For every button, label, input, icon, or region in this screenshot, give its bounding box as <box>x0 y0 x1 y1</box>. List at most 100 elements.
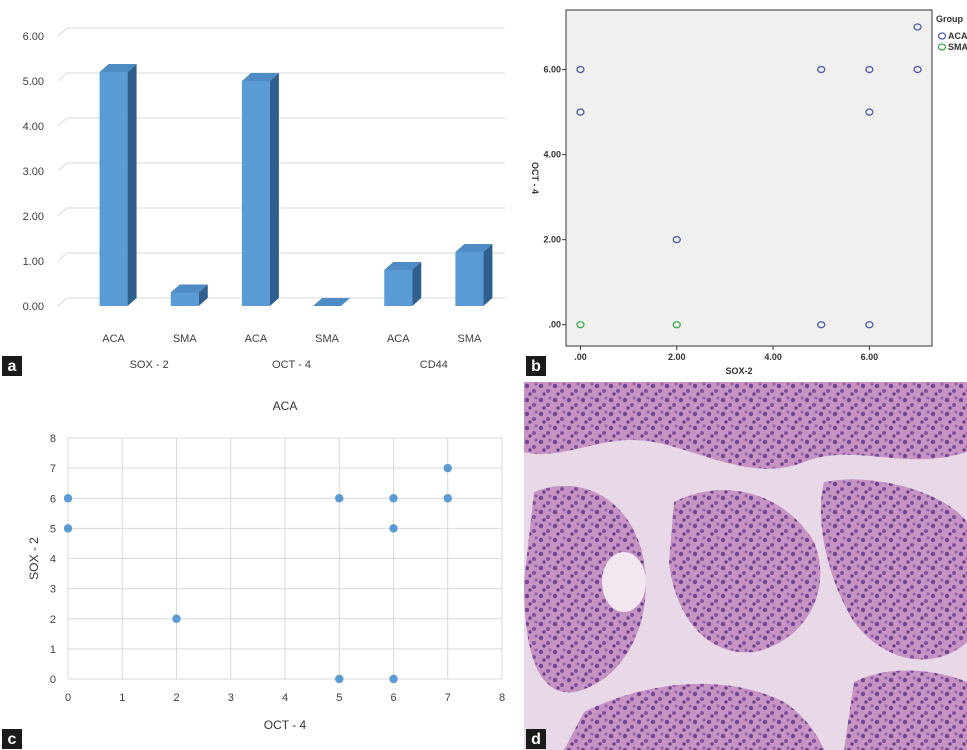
y-tick-label: 4.00 <box>543 150 561 160</box>
scatter-chart-c: 0 1 2 3 4 5 6 7 8 0 1 2 3 4 5 6 7 8 ACA OCT - 4 SOX - 2 c <box>2 399 505 749</box>
scatter-point-aca <box>913 65 922 74</box>
scatter-chart-b: .00 .00 2.00 2.00 4.00 4.00 6.00 6.00 SOX-2 OCT -… <box>524 0 967 380</box>
panel-label: a <box>8 358 17 375</box>
bar-front <box>241 81 270 306</box>
scatter-point <box>172 614 181 623</box>
panel-label-box <box>526 356 546 376</box>
bar-front <box>384 270 413 306</box>
y-tick-label: 0.00 <box>23 301 44 313</box>
x-group-label: CD44 <box>420 359 448 371</box>
y-tick-label: 8 <box>50 433 56 445</box>
scatter-point-aca <box>817 321 826 329</box>
scatter-point <box>63 524 73 533</box>
x-category-label: ACA <box>102 333 125 345</box>
x-group-label: SOX - 2 <box>130 359 169 371</box>
bar-top <box>99 64 137 72</box>
x-tick-label: 3 <box>228 692 234 704</box>
x-category-label: SMA <box>457 333 482 345</box>
y-tick-label: 2.00 <box>543 235 561 245</box>
panel-label: d <box>531 731 541 748</box>
scatter-point <box>389 524 398 533</box>
scatter-point-aca <box>817 65 826 74</box>
y-tick-label: 5 <box>50 523 56 535</box>
legend-marker-sma <box>937 43 947 51</box>
y-tick-label: 3.00 <box>23 166 44 178</box>
gridline-diagonal <box>57 117 68 127</box>
bar-front <box>99 72 128 306</box>
x-tick-label: 4.00 <box>764 352 782 362</box>
y-tick-label: 6.00 <box>23 31 44 43</box>
gridline-diagonal <box>57 252 68 262</box>
scatter-point-aca <box>576 108 585 116</box>
gridline-diagonal <box>57 72 68 82</box>
scatter-point-aca <box>672 236 681 244</box>
x-tick-label: 8 <box>499 692 505 704</box>
panel-d: d <box>524 382 967 750</box>
scatter-point-aca <box>865 321 874 329</box>
panel-label: c <box>8 731 17 748</box>
legend-marker-aca <box>937 32 947 40</box>
panel-label-box <box>2 356 22 376</box>
scatter-point-sma <box>576 321 585 329</box>
legend-label: ACA <box>948 31 967 41</box>
y-tick-label: 0 <box>50 674 56 686</box>
histology-image: d <box>524 382 967 750</box>
scatter-point <box>389 674 398 684</box>
bar-side <box>412 262 422 306</box>
x-category-label: SMA <box>315 333 340 345</box>
x-tick-label: 0 <box>65 692 71 704</box>
x-tick-label: 5 <box>336 692 342 704</box>
scatter-point <box>443 494 452 503</box>
epithelial-nest <box>669 490 821 653</box>
bar-top <box>455 244 493 252</box>
scatter-point-aca <box>865 65 874 74</box>
x-axis-label: SOX-2 <box>725 366 752 376</box>
x-tick-label: 4 <box>282 692 288 704</box>
panel-b: .00 .00 2.00 2.00 4.00 4.00 6.00 6.00 SOX-2 OCT -… <box>524 0 967 380</box>
bar-front <box>170 292 199 306</box>
bar-chart-a: 0.00 1.00 2.00 3.00 4.00 5.00 6.00 ACA SMA ACA SMA… <box>2 27 505 376</box>
panel-label-box <box>526 729 546 749</box>
bar-top <box>241 73 279 81</box>
x-category-label: ACA <box>387 333 410 345</box>
y-axis-label: OCT - 4 <box>530 162 540 194</box>
scatter-point-aca <box>576 65 585 74</box>
y-tick-label: 3 <box>50 584 56 596</box>
scatter-point <box>443 463 452 473</box>
gridline-diagonal <box>57 297 68 307</box>
scatter-point <box>335 674 344 684</box>
bar-side <box>483 244 493 306</box>
chart-title: ACA <box>273 399 298 413</box>
bar-top <box>170 284 208 293</box>
epithelial-nest <box>820 479 967 660</box>
y-tick-label: 2.00 <box>23 211 44 223</box>
x-tick-label: 6.00 <box>861 352 879 362</box>
scatter-point-sma <box>672 321 681 329</box>
panel-label-box <box>2 729 22 749</box>
scatter-point-aca <box>913 23 922 31</box>
y-tick-label: 7 <box>50 463 56 475</box>
gridline-diagonal <box>57 162 68 172</box>
legend-title: Group <box>936 14 963 24</box>
y-tick-label: 2 <box>50 614 56 626</box>
y-tick-label: 6.00 <box>543 65 561 75</box>
x-tick-label: 7 <box>445 692 451 704</box>
x-tick-label: .00 <box>574 352 587 362</box>
bar-side <box>269 73 279 306</box>
bar-top <box>384 262 422 270</box>
panel-label: b <box>531 358 541 375</box>
bar-side <box>127 64 137 306</box>
epithelial-nest <box>844 670 967 750</box>
scatter-point <box>389 494 398 503</box>
x-tick-label: 1 <box>119 692 125 704</box>
gridline-diagonal <box>57 207 68 217</box>
y-tick-label: 5.00 <box>23 76 44 88</box>
x-category-label: ACA <box>245 333 268 345</box>
x-tick-label: 6 <box>390 692 396 704</box>
x-tick-label: 2.00 <box>668 352 686 362</box>
keratin-pearl <box>602 552 646 612</box>
epithelial-nest <box>524 382 967 469</box>
x-group-label: OCT - 4 <box>272 359 311 371</box>
epithelial-nest <box>524 485 646 693</box>
y-tick-label: .00 <box>548 320 561 330</box>
